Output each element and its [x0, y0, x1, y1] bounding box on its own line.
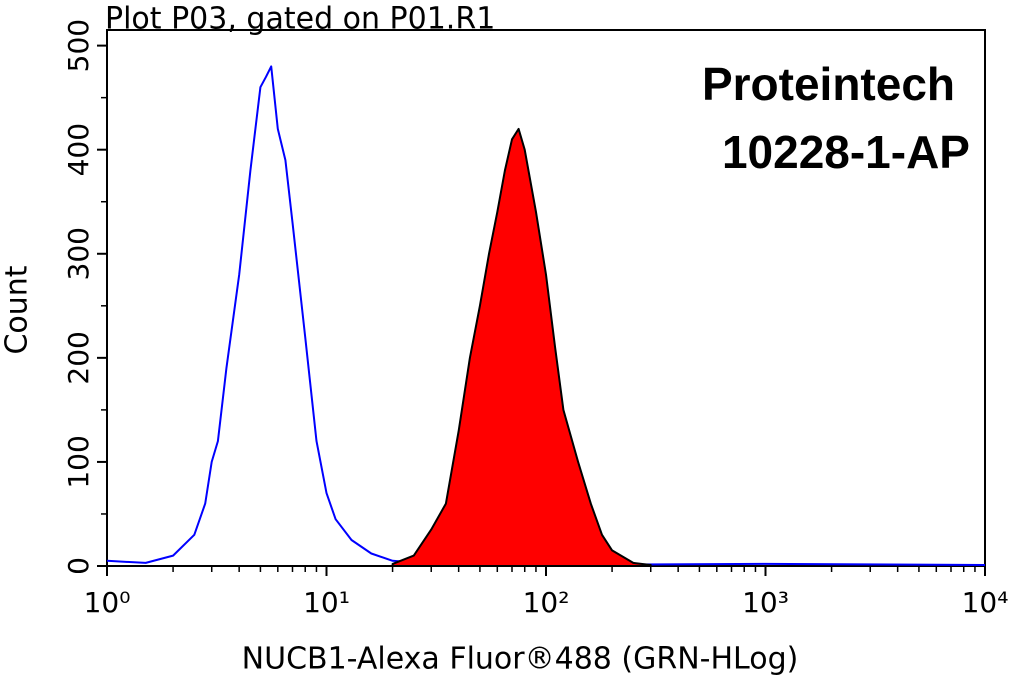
- y-tick-label: 200: [62, 331, 95, 384]
- x-tick-label: 10³: [742, 586, 789, 619]
- x-tick-label: 10⁴: [962, 586, 1009, 619]
- chart-title: Plot P03, gated on P01.R1: [105, 2, 495, 37]
- x-tick-label: 10¹: [303, 586, 350, 619]
- x-tick-label: 10²: [523, 586, 570, 619]
- y-axis-label: Count: [0, 265, 35, 354]
- x-tick-label: 10⁰: [84, 586, 131, 619]
- annotation: 10228-1-AP: [722, 126, 970, 178]
- x-axis-label: NUCB1-Alexa Fluor®488 (GRN-HLog): [242, 642, 799, 677]
- y-tick-label: 400: [62, 123, 95, 176]
- y-tick-label: 100: [62, 435, 95, 488]
- y-tick-label: 300: [62, 227, 95, 280]
- histogram-area: [391, 127, 652, 567]
- histogram-line: [106, 65, 986, 566]
- y-tick-label: 0: [62, 557, 95, 575]
- y-tick-label: 500: [62, 19, 95, 72]
- annotation: Proteintech: [702, 58, 955, 110]
